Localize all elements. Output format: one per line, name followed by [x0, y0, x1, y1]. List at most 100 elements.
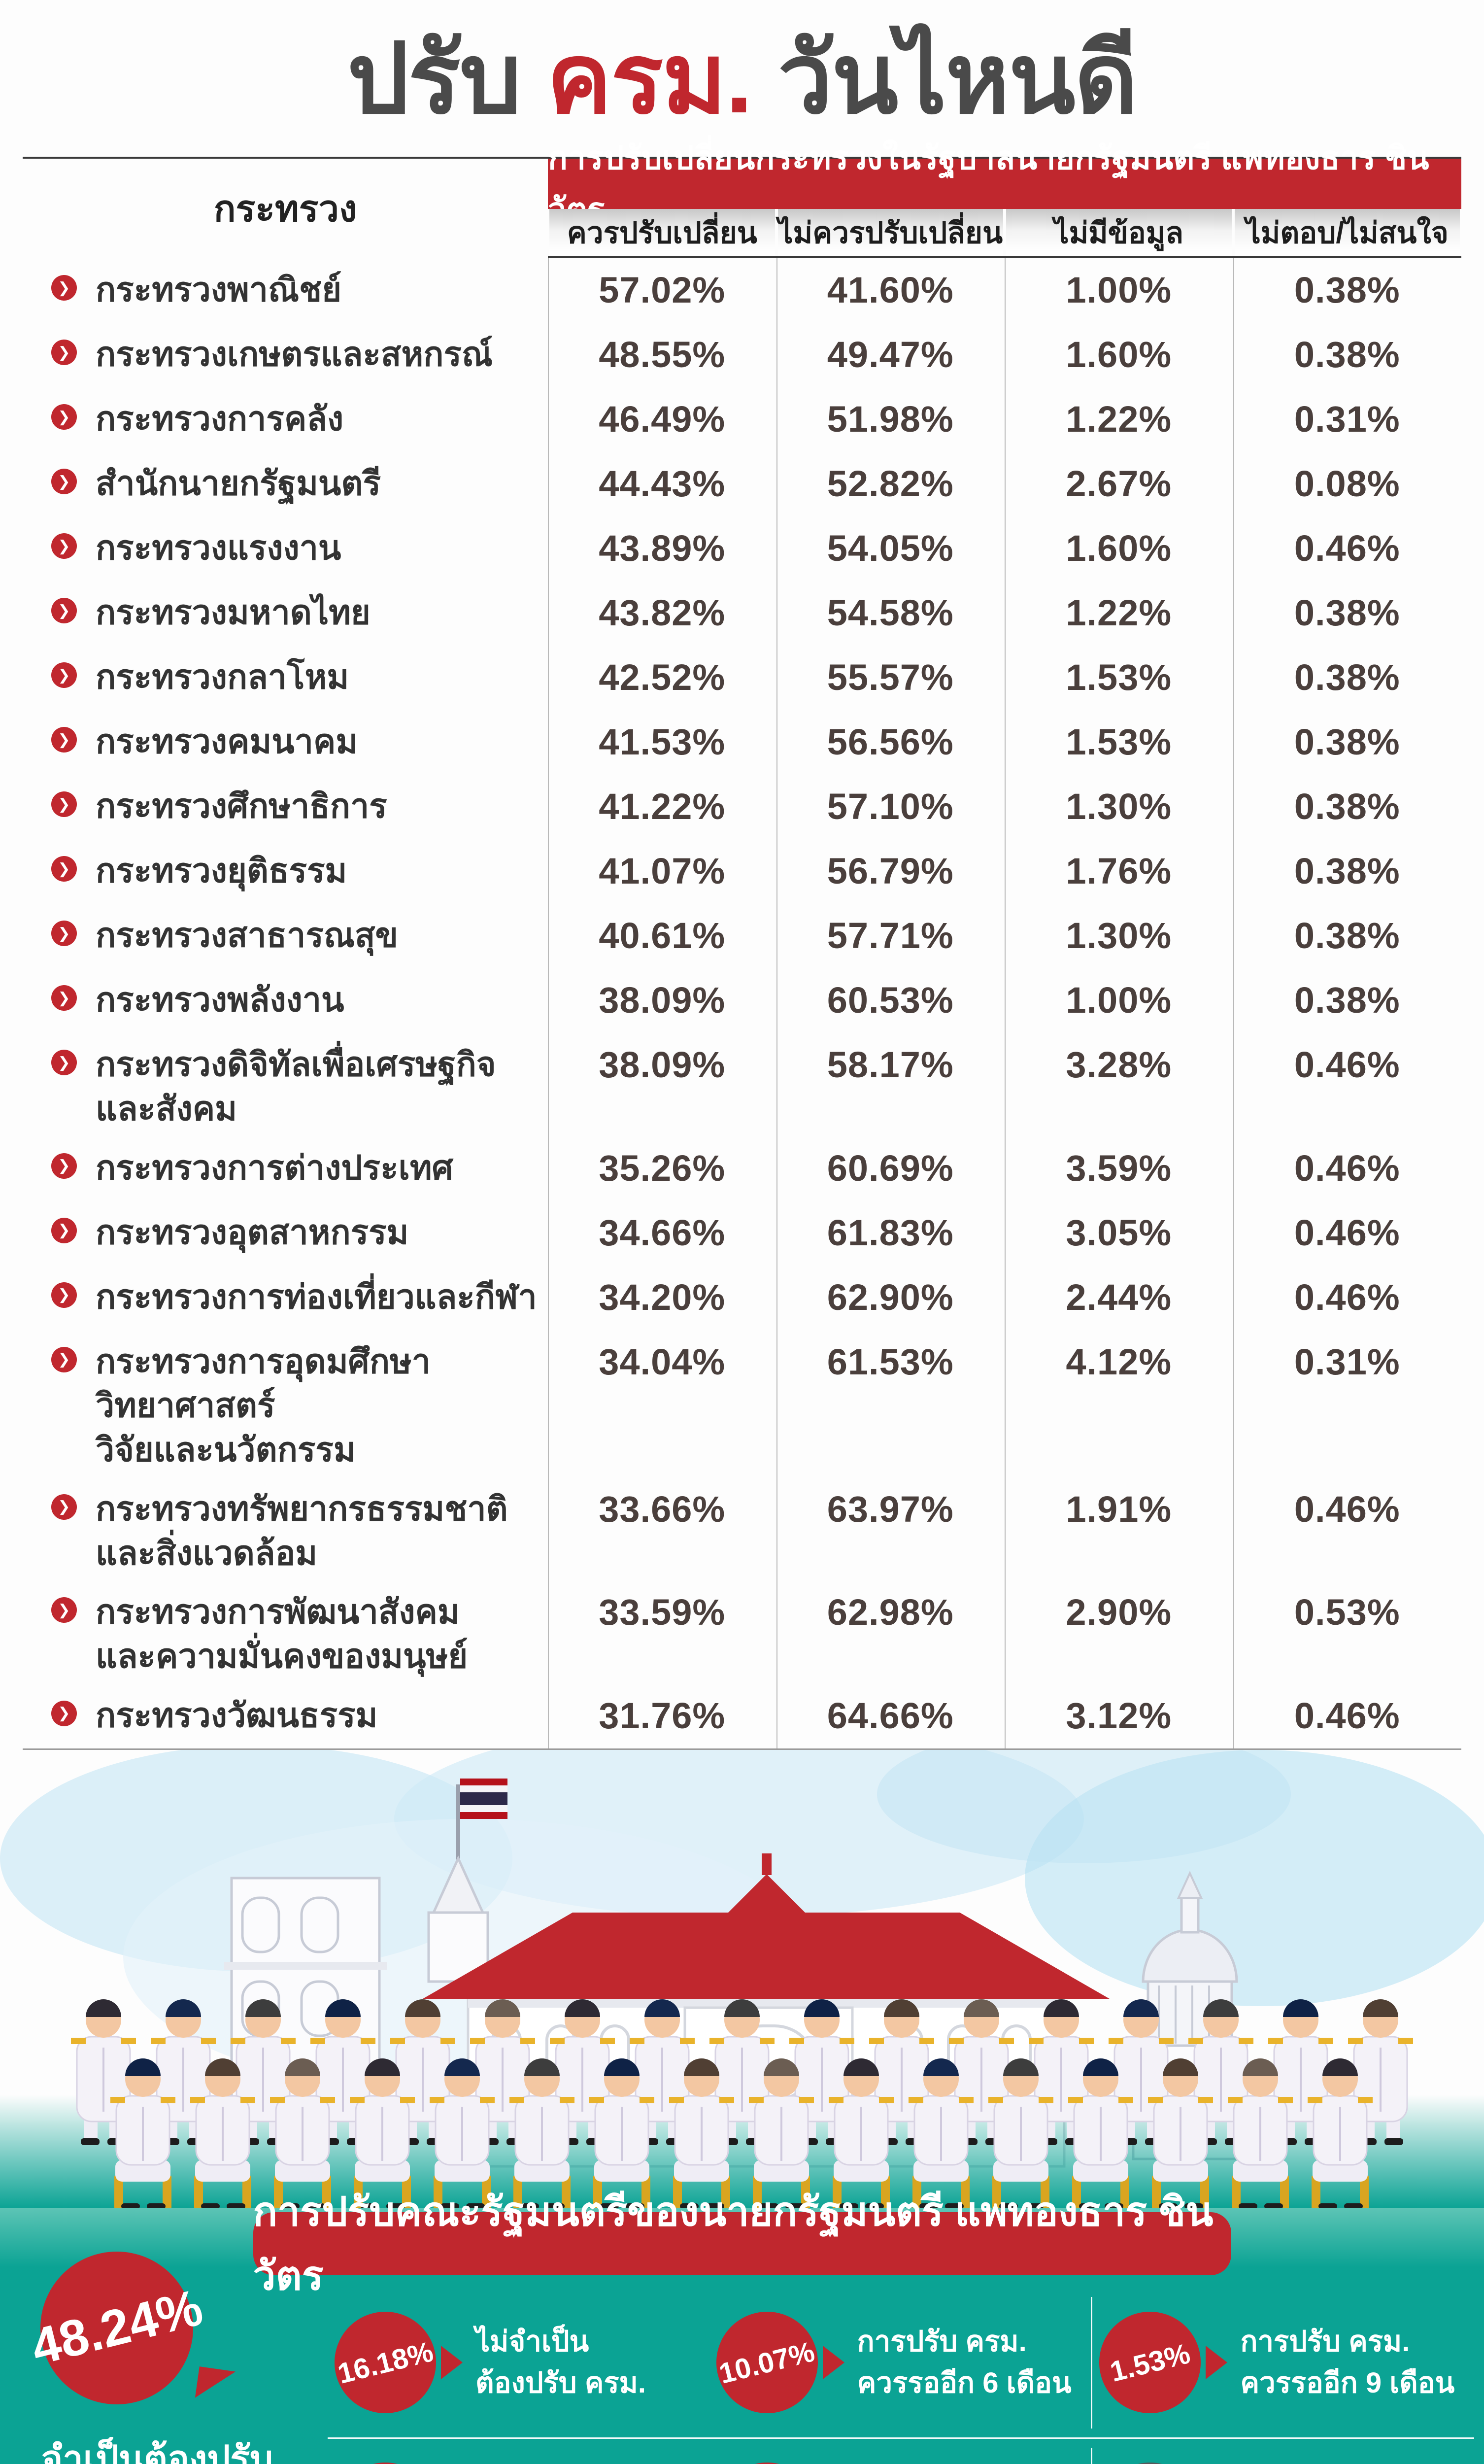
summary-section: การปรับคณะรัฐมนตรีของนายกรัฐมนตรี แพทองธ… — [0, 2190, 1484, 2464]
value-no-data: 2.67% — [1066, 463, 1172, 504]
value-should-not-change: 57.71% — [827, 915, 954, 956]
arrow-right-icon — [1206, 2346, 1228, 2380]
title-highlight: ครม. — [546, 24, 752, 133]
value-should-change: 43.89% — [599, 528, 726, 569]
value-no-answer: 0.38% — [1294, 334, 1400, 375]
summary-item: 10.07% การปรับ ครม. ควรรออีก 6 เดือน — [709, 2297, 1091, 2429]
chevron-bullet-icon: ❯ — [51, 1050, 77, 1075]
value-no-answer: 0.46% — [1294, 528, 1400, 569]
value-should-change: 33.66% — [599, 1488, 726, 1530]
value-should-change: 43.82% — [599, 592, 726, 633]
stat-circle: 6.95% — [716, 2463, 818, 2464]
chevron-bullet-icon: ❯ — [51, 340, 77, 365]
ministry-name: กระทรวงการท่องเที่ยวและกีฬา — [96, 1278, 537, 1316]
value-should-change: 34.20% — [599, 1276, 726, 1318]
value-should-not-change: 58.17% — [827, 1044, 954, 1085]
summary-items-grid: 16.18% ไม่จำเป็น ต้องปรับ ครม. 10.07% กา… — [328, 2288, 1474, 2464]
column-header: ควรปรับเปลี่ยน — [549, 209, 775, 256]
value-should-not-change: 54.58% — [827, 592, 954, 633]
value-should-not-change: 60.69% — [827, 1147, 954, 1189]
value-no-data: 1.22% — [1066, 592, 1172, 633]
chevron-bullet-icon: ❯ — [51, 1217, 77, 1243]
value-no-data: 3.28% — [1066, 1044, 1172, 1085]
ministry-name: กระทรวงวัฒนธรรม — [96, 1696, 378, 1734]
value-no-data: 3.59% — [1066, 1147, 1172, 1189]
value-no-data: 1.00% — [1066, 980, 1172, 1021]
value-should-not-change: 49.47% — [827, 334, 954, 375]
chevron-bullet-icon: ❯ — [51, 791, 77, 817]
value-no-data: 3.12% — [1066, 1695, 1172, 1736]
value-should-change: 42.52% — [599, 657, 726, 698]
arrow-right-icon — [441, 2346, 463, 2380]
value-no-data: 1.30% — [1066, 786, 1172, 827]
value-should-not-change: 56.56% — [827, 721, 954, 762]
value-should-not-change: 41.60% — [827, 270, 954, 310]
table-row: ❯ กระทรวงมหาดไทย 43.82% 54.58% 1.22% 0.3… — [23, 581, 1461, 646]
value-should-change: 44.43% — [599, 463, 726, 504]
summary-item: 1.53% การปรับ ครม. ควรรออีก 9 เดือน — [1091, 2296, 1474, 2429]
value-should-change: 48.55% — [599, 334, 726, 375]
value-no-data: 1.91% — [1066, 1488, 1172, 1530]
value-should-not-change: 57.10% — [827, 786, 954, 827]
thai-flag — [460, 1778, 507, 1819]
value-no-data: 1.60% — [1066, 334, 1172, 375]
value-no-data: 1.60% — [1066, 528, 1172, 569]
chevron-bullet-icon: ❯ — [51, 469, 77, 494]
stat-circle: 1.53% — [1099, 2463, 1201, 2464]
value-no-answer: 0.46% — [1294, 1212, 1400, 1253]
stat-value: 1.53% — [1107, 2337, 1193, 2388]
summary-item: 1.53% ไม่ตอบ/ไม่สนใจ — [1091, 2447, 1474, 2464]
table-row: ❯ กระทรวงเกษตรและสหกรณ์ 48.55% 49.47% 1.… — [23, 323, 1461, 387]
value-no-answer: 0.38% — [1294, 980, 1400, 1021]
value-should-change: 46.49% — [599, 399, 726, 440]
table-row: ❯ กระทรวงกลาโหม 42.52% 55.57% 1.53% 0.38… — [23, 646, 1461, 710]
chevron-bullet-icon: ❯ — [51, 275, 77, 301]
ministry-name: กระทรวงสาธารณสุข — [96, 917, 398, 954]
summary-main-stat: 48.24% จำเป็นต้องปรับ ครม. โดยเร็วที่สุด — [10, 2251, 328, 2464]
table-row: ❯ กระทรวงการท่องเที่ยวและกีฬา 34.20% 62.… — [23, 1266, 1461, 1330]
stat-circle: 15.50% — [335, 2463, 436, 2464]
column-header: ไม่ตอบ/ไม่สนใจ — [1234, 209, 1460, 256]
chevron-bullet-icon: ❯ — [51, 985, 77, 1011]
value-should-change: 35.26% — [599, 1147, 726, 1189]
value-should-not-change: 64.66% — [827, 1695, 954, 1736]
table-row: ❯ กระทรวงวัฒนธรรม 31.76% 64.66% 3.12% 0.… — [23, 1684, 1461, 1748]
value-no-data: 2.44% — [1066, 1276, 1172, 1318]
value-should-change: 41.22% — [599, 786, 726, 827]
table-row: ❯ กระทรวงศึกษาธิการ 41.22% 57.10% 1.30% … — [23, 775, 1461, 839]
table-row: ❯ กระทรวงการคลัง 46.49% 51.98% 1.22% 0.3… — [23, 387, 1461, 452]
value-no-data: 1.22% — [1066, 399, 1172, 440]
summary-item: 16.18% ไม่จำเป็น ต้องปรับ ครม. — [328, 2297, 709, 2429]
value-should-change: 34.66% — [599, 1212, 726, 1253]
table-row: ❯ กระทรวงดิจิทัลเพื่อเศรษฐกิจ และสังคม 3… — [23, 1033, 1461, 1136]
ministry-column-header: กระทรวง — [213, 188, 357, 229]
table-row: ❯ กระทรวงพาณิชย์ 57.02% 41.60% 1.00% 0.3… — [23, 258, 1461, 323]
value-should-not-change: 51.98% — [827, 399, 954, 440]
stat-label: การปรับ ครม. ควรรออีก 6 เดือน — [857, 2326, 1072, 2399]
value-no-answer: 0.46% — [1294, 1695, 1400, 1736]
value-no-answer: 0.08% — [1294, 463, 1400, 504]
ministry-name: กระทรวงศึกษาธิการ — [96, 787, 387, 825]
value-no-data: 4.12% — [1066, 1341, 1172, 1382]
arrow-right-icon — [822, 2346, 844, 2380]
value-no-answer: 0.38% — [1294, 592, 1400, 633]
value-should-not-change: 61.53% — [827, 1341, 954, 1382]
table-row: ❯ กระทรวงพลังงาน 38.09% 60.53% 1.00% 0.3… — [23, 968, 1461, 1033]
value-should-not-change: 63.97% — [827, 1488, 954, 1530]
value-should-not-change: 56.79% — [827, 851, 954, 891]
value-no-data: 1.53% — [1066, 657, 1172, 698]
summary-title-banner: การปรับคณะรัฐมนตรีของนายกรัฐมนตรี แพทองธ… — [253, 2190, 1231, 2298]
chevron-bullet-icon: ❯ — [51, 1282, 77, 1308]
chevron-bullet-icon: ❯ — [51, 727, 77, 753]
value-should-change: 31.76% — [599, 1695, 726, 1736]
value-should-change: 33.59% — [599, 1592, 726, 1633]
chevron-bullet-icon: ❯ — [51, 404, 77, 430]
value-no-answer: 0.31% — [1294, 399, 1400, 440]
table-row: ❯ กระทรวงการต่างประเทศ 35.26% 60.69% 3.5… — [23, 1136, 1461, 1201]
value-should-not-change: 62.90% — [827, 1276, 954, 1318]
ministry-name: กระทรวงยุติธรรม — [96, 852, 347, 890]
ministry-name: กระทรวงคมนาคม — [96, 723, 358, 760]
table-row: ❯ กระทรวงอุตสาหกรรม 34.66% 61.83% 3.05% … — [23, 1201, 1461, 1266]
ministry-name: สำนักนายกรัฐมนตรี — [96, 465, 381, 502]
ministry-name: กระทรวงพลังงาน — [96, 981, 344, 1019]
